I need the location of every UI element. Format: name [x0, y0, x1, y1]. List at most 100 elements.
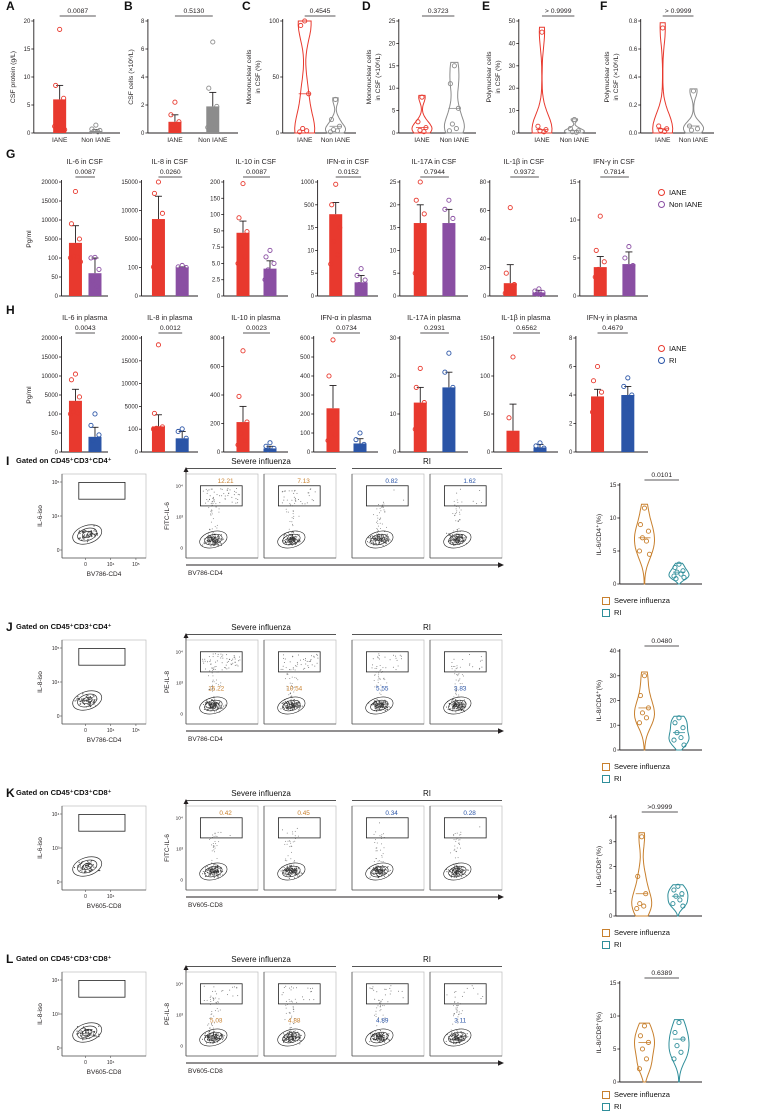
svg-text:0: 0: [311, 294, 315, 300]
svg-text:IL-17A in plasma: IL-17A in plasma: [407, 313, 461, 322]
svg-text:20: 20: [389, 41, 396, 47]
svg-text:0.9372: 0.9372: [514, 169, 535, 176]
svg-text:0: 0: [57, 880, 60, 886]
legend-label-severe: Severe influenza: [614, 762, 670, 771]
svg-text:Mononuclear cells: Mononuclear cells: [366, 49, 373, 104]
svg-text:100: 100: [269, 19, 280, 25]
svg-text:100: 100: [48, 256, 59, 262]
svg-text:PE-IL-8: PE-IL-8: [164, 671, 171, 693]
svg-text:0: 0: [84, 894, 87, 900]
group-header-severe-l: Severe influenza: [186, 955, 336, 967]
svg-text:30: 30: [610, 674, 617, 680]
svg-text:0.0152: 0.0152: [338, 169, 359, 176]
svg-text:0.4: 0.4: [629, 75, 638, 81]
svg-text:0: 0: [180, 1044, 183, 1050]
svg-text:8: 8: [141, 19, 145, 25]
legend-label-severe: Severe influenza: [614, 928, 670, 937]
group-header-ri-l: RI: [352, 955, 502, 967]
gate-label-i: Gated on CD45⁺CD3⁺CD4⁺: [16, 456, 112, 465]
svg-text:7.5: 7.5: [212, 245, 221, 251]
svg-text:40: 40: [610, 649, 617, 655]
svg-text:20: 20: [480, 266, 487, 272]
svg-text:50: 50: [214, 229, 221, 235]
svg-text:10: 10: [570, 218, 577, 224]
panel-letter-c: C: [242, 0, 251, 13]
svg-text:15: 15: [570, 180, 577, 186]
svg-text:0: 0: [55, 450, 59, 456]
svg-text:0: 0: [483, 294, 487, 300]
svg-text:10⁴: 10⁴: [107, 1060, 115, 1066]
svg-text:0: 0: [609, 914, 613, 920]
flow-row-i: IL-6-iso 0 10⁴ 10⁵ 0 10⁴ 10⁵ BV786-CD4 FITC-IL-6…: [37, 467, 702, 588]
svg-text:40: 40: [509, 41, 516, 47]
svg-text:in CSF (%): in CSF (%): [255, 60, 262, 93]
severe-legend-swatch-icon: [602, 1090, 610, 1099]
svg-text:FITC-IL-6: FITC-IL-6: [164, 834, 171, 862]
svg-text:4.88: 4.88: [288, 1017, 301, 1024]
svg-text:Polynuclear cells: Polynuclear cells: [604, 51, 611, 103]
svg-text:5000: 5000: [125, 237, 139, 243]
plasma-legend-item-iane: IANE: [658, 344, 687, 353]
svg-text:>0.9999: >0.9999: [647, 804, 672, 811]
svg-text:2.5: 2.5: [212, 278, 221, 284]
iane-legend-swatch-icon: [658, 189, 665, 196]
svg-text:0: 0: [393, 450, 397, 456]
svg-text:0: 0: [57, 548, 60, 554]
svg-text:200: 200: [210, 422, 221, 428]
csf-il8-chart: 0 100 5000 10000 15000 IL-8 in CSF 0.0260: [121, 157, 198, 300]
svg-text:BV605-CD8: BV605-CD8: [188, 902, 223, 909]
svg-text:10⁴: 10⁴: [176, 484, 183, 490]
svg-text:0: 0: [393, 294, 397, 300]
svg-text:0: 0: [573, 294, 577, 300]
svg-text:20000: 20000: [121, 336, 138, 342]
flow-legend-j: Severe influenza RI: [602, 762, 670, 786]
svg-text:2: 2: [609, 865, 613, 871]
svg-text:10000: 10000: [41, 218, 58, 224]
svg-text:IFN-γ in CSF: IFN-γ in CSF: [593, 157, 635, 166]
svg-text:300: 300: [300, 393, 311, 399]
svg-text:Non IANE: Non IANE: [560, 137, 590, 144]
svg-text:IL-17A in CSF: IL-17A in CSF: [412, 157, 457, 166]
svg-text:Pg/ml: Pg/ml: [26, 230, 33, 248]
svg-text:7.13: 7.13: [297, 478, 310, 485]
svg-text:50: 50: [509, 19, 516, 25]
svg-text:20: 20: [509, 86, 516, 92]
svg-text:80: 80: [480, 180, 487, 186]
svg-text:6: 6: [569, 365, 573, 371]
svg-text:0.7814: 0.7814: [604, 169, 625, 176]
panel-f-chart: 0.0 0.2 0.4 0.6 0.8 Polynuclear cells in CSF (…: [604, 8, 714, 144]
legend-item-severe: Severe influenza: [602, 762, 670, 771]
svg-text:1: 1: [609, 889, 613, 895]
svg-text:0: 0: [141, 131, 145, 137]
svg-text:BV786-CD4: BV786-CD4: [87, 737, 122, 744]
svg-text:4.89: 4.89: [376, 1017, 389, 1024]
legend-label-ri: RI: [614, 608, 622, 617]
svg-text:600: 600: [210, 365, 221, 371]
svg-text:10³: 10³: [176, 515, 183, 521]
csf-legend-label-iane: IANE: [669, 188, 687, 197]
csf-il6-chart: 0 50 100 5000 10000 15000 20000 Pg/ml IL-6 in CS…: [26, 157, 108, 300]
svg-text:6: 6: [141, 47, 145, 53]
legend-label-ri: RI: [614, 774, 622, 783]
svg-text:> 0.9999: > 0.9999: [545, 8, 572, 15]
plasma-il10-chart: 0 200 400 600 800 IL-10 in plasma 0.0023: [210, 313, 288, 456]
svg-text:50: 50: [484, 412, 491, 418]
plasma-il6-chart: 0 50 100 5000 10000 15000 20000 Pg/ml IL-6 in pl…: [26, 313, 108, 456]
svg-text:0: 0: [276, 131, 280, 137]
svg-text:20: 20: [390, 203, 397, 209]
svg-text:0: 0: [392, 131, 396, 137]
svg-text:4: 4: [141, 75, 145, 81]
svg-text:0.0087: 0.0087: [75, 169, 96, 176]
svg-text:IL-8-iso: IL-8-iso: [37, 671, 44, 693]
ri-legend-swatch-icon: [602, 940, 610, 949]
svg-text:BV786-CD4: BV786-CD4: [87, 571, 122, 578]
svg-text:0.4679: 0.4679: [602, 325, 623, 332]
panel-letter-l: L: [6, 952, 14, 966]
svg-text:15: 15: [610, 483, 617, 489]
panel-b-chart: 0 2 4 6 8 CSF cells (×10⁶/L) IANE Non IANE 0.513…: [128, 8, 238, 144]
svg-text:Non IANE: Non IANE: [81, 137, 111, 144]
csf-il17a-chart: 0 5 10 15 20 25 IL-17A in CSF 0.7944: [390, 157, 468, 300]
svg-text:5.55: 5.55: [376, 685, 389, 692]
svg-text:0.0480: 0.0480: [651, 638, 672, 645]
